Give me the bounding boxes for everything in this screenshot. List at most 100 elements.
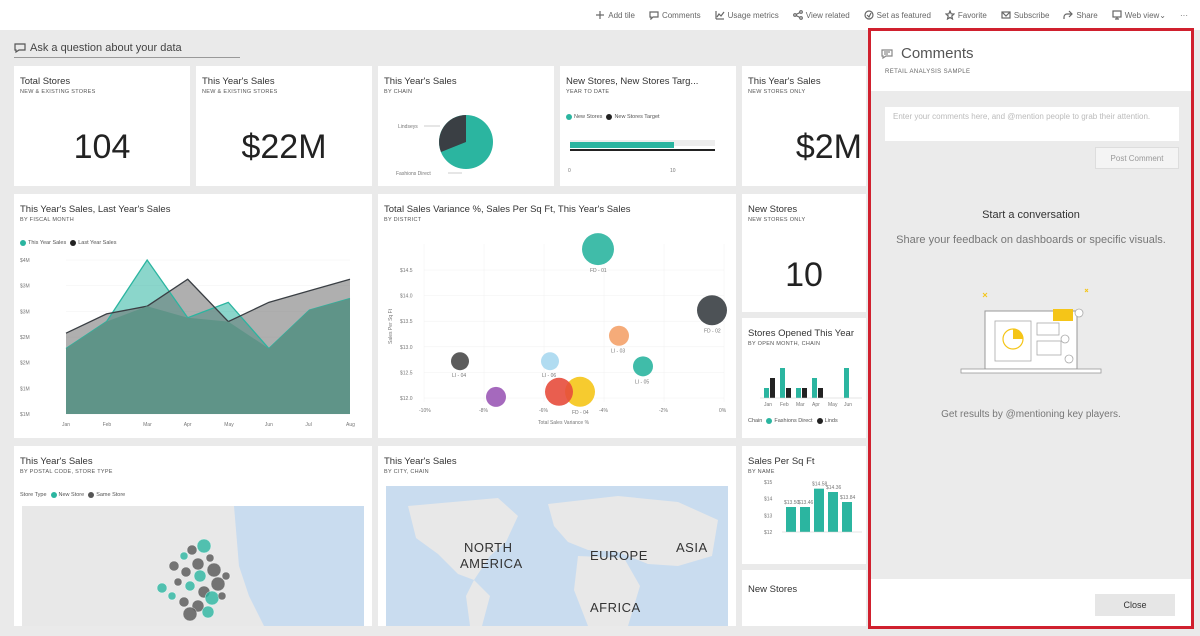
close-button[interactable]: Close xyxy=(1095,594,1175,616)
kpi-value: 104 xyxy=(73,128,131,166)
bar-lindseys xyxy=(770,378,775,398)
map-bubble[interactable] xyxy=(204,590,220,606)
map-bubble[interactable] xyxy=(156,582,168,594)
point-label: LI - 03 xyxy=(611,349,625,355)
toolbar-comments[interactable]: Comments xyxy=(649,10,701,20)
tile-title: This Year's Sales xyxy=(384,76,457,87)
toolbar-share[interactable]: Share xyxy=(1063,10,1098,20)
post-comment-button[interactable]: Post Comment xyxy=(1095,147,1179,169)
bar-fashions-direct xyxy=(780,368,785,398)
map-bubble[interactable] xyxy=(217,591,227,601)
tile-sales-by-chain[interactable]: This Year's Sales BY CHAIN Lindseys Fash… xyxy=(378,66,554,186)
chart-legend: Store Type New Store Same Store xyxy=(20,492,125,498)
map-bubble[interactable] xyxy=(205,553,215,563)
y-tick-label: $14.5 xyxy=(400,268,413,274)
map-bubble[interactable] xyxy=(180,566,192,578)
map-bubble[interactable] xyxy=(184,580,196,592)
toolbar-view-related[interactable]: View related xyxy=(792,10,850,20)
bullet-chart: 0 10 xyxy=(568,140,715,174)
tile-scatter-chart[interactable]: Total Sales Variance %, Sales Per Sq Ft,… xyxy=(378,194,736,438)
toolbar-add-tile[interactable]: Add tile xyxy=(595,10,635,20)
world-map[interactable]: NORTH AMERICA EUROPE ASIA AFRICA xyxy=(378,446,736,626)
qa-search-box[interactable]: Ask a question about your data xyxy=(14,38,240,58)
tile-sales-new-only[interactable]: This Year's Sales NEW STORES ONLY $2M xyxy=(742,66,866,186)
toolbar-subscribe[interactable]: Subscribe xyxy=(1001,10,1049,20)
map-bubble[interactable] xyxy=(196,538,212,554)
y-tick-label: $14.0 xyxy=(400,294,413,300)
tile-stores-opened[interactable]: Stores Opened This Year BY OPEN MONTH, C… xyxy=(742,318,866,438)
map-bubble[interactable] xyxy=(201,605,215,619)
pie-slice-lindseys xyxy=(439,115,466,152)
tile-new-stores[interactable]: New Stores NEW STORES ONLY 10 xyxy=(742,194,866,312)
scatter-point[interactable] xyxy=(451,352,469,371)
bar-lindseys xyxy=(786,388,791,398)
map-bubble[interactable] xyxy=(179,551,189,561)
chart-legend: Chain Fashions Direct Linds xyxy=(748,418,838,424)
legend-label: New Store xyxy=(58,492,85,498)
map-label-north: NORTH xyxy=(464,540,512,555)
map-bubble[interactable] xyxy=(221,571,231,581)
legend-label: This Year Sales xyxy=(28,240,67,246)
x-tick-label: Jun xyxy=(265,422,273,428)
map-bubble[interactable] xyxy=(206,562,222,578)
tile-subtitle: BY OPEN MONTH, CHAIN xyxy=(748,341,821,347)
y-tick-label: $14 xyxy=(764,497,773,503)
toolbar-set-as-featured[interactable]: Set as featured xyxy=(864,10,931,20)
y-tick-label: $2M xyxy=(20,361,30,367)
toolbar-favorite[interactable]: Favorite xyxy=(944,10,987,20)
x-tick-label: Jun xyxy=(844,402,852,408)
scatter-point[interactable] xyxy=(486,386,506,407)
tile-new-stores-target[interactable]: New Stores, New Stores Targ... YEAR TO D… xyxy=(560,66,736,186)
y-tick-label: $13.0 xyxy=(400,345,413,351)
map-label-europe: EUROPE xyxy=(590,548,648,563)
scatter-point[interactable] xyxy=(541,352,559,371)
tile-subtitle: NEW STORES ONLY xyxy=(748,217,806,223)
tile-subtitle: BY CITY, CHAIN xyxy=(384,469,429,475)
bar-new-stores xyxy=(570,142,674,148)
legend-swatch xyxy=(70,240,77,246)
map-label-africa: AFRICA xyxy=(590,600,641,615)
tile-map-postal[interactable]: This Year's Sales BY POSTAL CODE, STORE … xyxy=(14,446,372,626)
tile-title: New Stores xyxy=(748,204,798,215)
map-bubble[interactable] xyxy=(186,544,198,556)
map-bubble[interactable] xyxy=(173,577,183,587)
tile-area-chart[interactable]: This Year's Sales, Last Year's Sales BY … xyxy=(14,194,372,438)
tile-map-city[interactable]: This Year's Sales BY CITY, CHAIN NORTH A… xyxy=(378,446,736,626)
comment-input[interactable]: Enter your comments here, and @mention p… xyxy=(885,107,1179,141)
tile-title: New Stores, New Stores Targ... xyxy=(566,76,699,87)
map-bubble[interactable] xyxy=(178,596,190,608)
tile-subtitle: NEW & EXISTING STORES xyxy=(202,89,278,95)
tile-new-stores-2[interactable]: New Stores xyxy=(742,570,866,626)
tile-subtitle: NEW & EXISTING STORES xyxy=(20,89,96,95)
scatter-point[interactable] xyxy=(633,356,653,377)
scatter-chart: -10% -8% -6% -4% -2% 0% $14.5 $14.0 $13.5 $13.0 $1… xyxy=(388,233,727,426)
toolbar-web-view[interactable]: Web view ⌄ xyxy=(1112,10,1166,20)
more-options-button[interactable]: ··· xyxy=(1180,10,1188,20)
scatter-point[interactable] xyxy=(582,233,614,266)
map-bubble[interactable] xyxy=(168,560,180,572)
toolbar-usage-metrics[interactable]: Usage metrics xyxy=(715,10,779,20)
tile-total-stores[interactable]: Total Stores NEW & EXISTING STORES 104 xyxy=(14,66,190,186)
area-overlap xyxy=(66,298,350,414)
x-tick-label: Apr xyxy=(812,402,820,408)
bar-fashions-direct xyxy=(796,388,801,398)
postal-map[interactable] xyxy=(14,446,372,626)
map-bubble[interactable] xyxy=(182,606,198,622)
x-tick-label: -2% xyxy=(659,408,668,414)
y-tick-label: $12.5 xyxy=(400,370,413,376)
tile-sales-sqft[interactable]: Sales Per Sq Ft BY NAME $15 $14 $13 $12 $13.… xyxy=(742,446,866,564)
map-bubble[interactable] xyxy=(193,569,207,583)
x-tick-label: Feb xyxy=(780,402,789,408)
scatter-point[interactable] xyxy=(545,377,573,406)
x-tick-label: -8% xyxy=(479,408,488,414)
y-tick-label: $3M xyxy=(20,284,30,290)
scatter-point[interactable] xyxy=(565,376,595,407)
map-bubble[interactable] xyxy=(167,591,177,601)
scatter-point[interactable] xyxy=(609,325,629,346)
map-bubble[interactable] xyxy=(191,557,205,571)
scatter-point[interactable] xyxy=(697,295,727,326)
point-label: FD - 04 xyxy=(572,410,589,416)
map-bubble[interactable] xyxy=(210,576,226,592)
tile-this-year-sales[interactable]: This Year's Sales NEW & EXISTING STORES … xyxy=(196,66,372,186)
comments-body: Enter your comments here, and @mention p… xyxy=(871,91,1191,579)
